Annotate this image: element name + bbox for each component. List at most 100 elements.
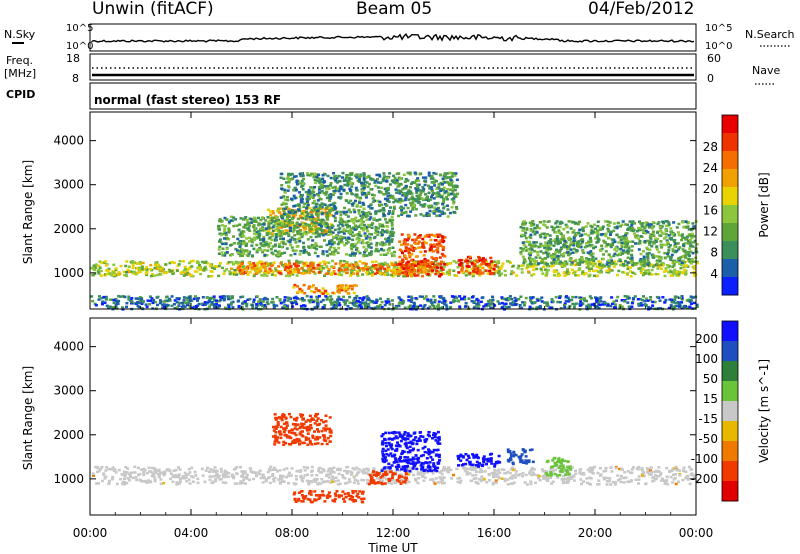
power-cell <box>369 242 373 245</box>
power-cell <box>417 246 421 249</box>
power-cell <box>237 261 241 264</box>
power-cell <box>125 260 129 263</box>
power-cell <box>332 207 336 211</box>
power-cell <box>458 259 462 262</box>
power-cell <box>619 263 623 267</box>
power-cell <box>360 184 364 187</box>
power-cell <box>637 302 641 306</box>
power-cell <box>310 244 314 247</box>
power-cell <box>541 272 545 275</box>
power-cell <box>331 291 335 295</box>
power-cell <box>629 270 632 273</box>
power-cell <box>375 298 379 302</box>
power-cell <box>114 297 118 301</box>
power-cell <box>107 305 111 309</box>
power-cell <box>278 230 282 233</box>
power-cell <box>243 226 247 229</box>
power-cell <box>410 263 414 266</box>
power-cell <box>172 261 176 264</box>
power-cell <box>275 225 279 229</box>
power-cell <box>577 240 581 243</box>
power-cell <box>675 226 679 229</box>
power-cell <box>688 247 692 251</box>
power-cell <box>655 261 659 264</box>
power-cell <box>618 258 622 261</box>
power-cell <box>623 294 627 298</box>
power-cell <box>355 237 359 241</box>
power-cell <box>571 251 575 254</box>
power-cell <box>468 260 472 263</box>
power-cell <box>493 263 497 267</box>
power-cell <box>144 272 148 275</box>
power-cell <box>552 258 556 261</box>
power-cell <box>304 190 308 194</box>
power-cell <box>585 266 589 269</box>
power-cell <box>684 242 688 245</box>
power-cell <box>471 273 475 276</box>
power-cell <box>218 240 221 243</box>
power-cell <box>565 225 569 228</box>
power-cell <box>544 241 548 244</box>
power-cell <box>331 306 335 310</box>
power-cell <box>234 271 238 274</box>
power-cell <box>668 244 672 247</box>
power-cell <box>297 271 301 274</box>
power-cell <box>270 218 274 222</box>
power-cell <box>125 271 129 274</box>
power-cell <box>292 211 296 215</box>
power-cell <box>606 220 610 223</box>
power-cell <box>318 269 322 272</box>
power-cell <box>259 248 263 252</box>
power-cell <box>563 251 567 255</box>
power-cell <box>623 242 627 246</box>
power-cell <box>675 260 679 263</box>
power-cell <box>359 175 363 178</box>
date-title: 04/Feb/2012 <box>588 0 694 19</box>
power-cell <box>413 264 417 267</box>
power-cell <box>175 301 179 304</box>
power-cell <box>318 245 322 249</box>
power-cell <box>283 191 287 194</box>
power-cell <box>105 304 109 308</box>
power-cell <box>349 254 353 257</box>
power-cell <box>664 298 668 302</box>
power-cell <box>443 191 447 195</box>
power-cell <box>360 301 364 304</box>
power-cell <box>428 204 432 208</box>
power-cell <box>252 232 256 235</box>
power-cell <box>250 238 254 241</box>
power-cell <box>112 273 116 277</box>
power-cell <box>317 264 321 267</box>
power-cell <box>599 296 603 299</box>
power-cell <box>281 263 284 267</box>
power-cell <box>100 261 104 264</box>
power-cell <box>441 183 444 186</box>
power-cell <box>691 222 695 225</box>
power-cell <box>592 269 596 273</box>
power-cell <box>490 263 494 266</box>
power-cell <box>269 262 273 265</box>
power-cell <box>317 218 321 222</box>
power-cell <box>365 218 369 221</box>
power-cell <box>224 233 228 237</box>
power-cell <box>546 247 550 250</box>
power-cell <box>280 213 284 216</box>
power-cell <box>287 178 291 182</box>
power-cell <box>680 295 684 298</box>
power-cell <box>247 240 251 243</box>
power-cell <box>497 269 501 273</box>
power-cell <box>350 270 354 273</box>
power-cell <box>660 225 664 228</box>
power-cell <box>328 225 332 229</box>
power-cell <box>93 266 97 269</box>
power-cell <box>612 238 616 242</box>
power-cell <box>379 265 383 269</box>
power-cell <box>439 244 443 248</box>
power-cell <box>266 270 270 273</box>
power-cell <box>188 267 192 270</box>
power-cell <box>595 300 599 304</box>
power-cell <box>333 189 337 193</box>
power-cell <box>365 241 369 245</box>
power-cell <box>616 221 620 225</box>
power-cell <box>348 229 352 232</box>
